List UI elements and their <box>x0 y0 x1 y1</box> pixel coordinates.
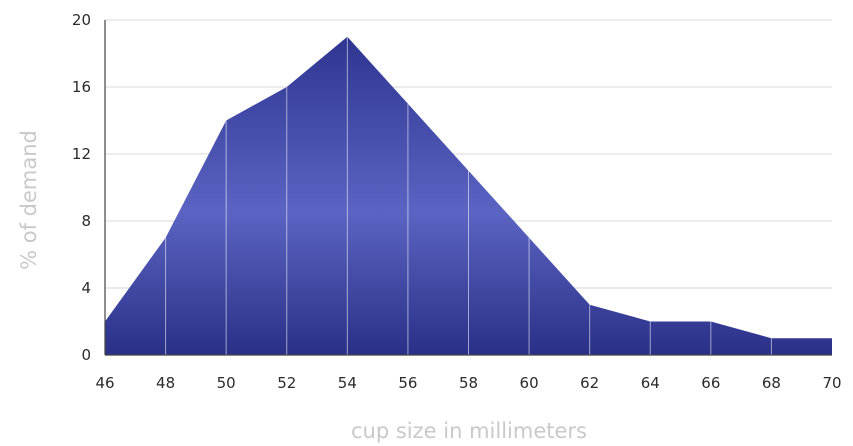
x-tick-label: 52 <box>277 374 296 392</box>
x-tick-label: 64 <box>641 374 660 392</box>
y-tick-label: 20 <box>72 11 91 29</box>
x-tick-label: 46 <box>95 374 114 392</box>
y-tick-label: 16 <box>72 78 91 96</box>
x-tick-label: 60 <box>520 374 539 392</box>
x-tick-label: 70 <box>822 374 841 392</box>
x-tick-label: 48 <box>156 374 175 392</box>
x-tick-labels: 46 48 50 52 54 56 58 60 62 64 66 68 70 <box>95 374 841 392</box>
y-axis-title: % of demand <box>17 130 41 270</box>
y-tick-label: 8 <box>81 212 91 230</box>
y-tick-label: 12 <box>72 145 91 163</box>
y-tick-label: 0 <box>81 346 91 364</box>
x-tick-label: 62 <box>580 374 599 392</box>
y-tick-label: 4 <box>81 279 91 297</box>
x-tick-label: 50 <box>217 374 236 392</box>
x-tick-label: 58 <box>459 374 478 392</box>
y-tick-labels: 0 4 8 12 16 20 <box>72 11 91 364</box>
axes <box>104 20 832 356</box>
x-tick-label: 68 <box>762 374 781 392</box>
vertical-gridlines <box>165 36 772 355</box>
x-tick-label: 56 <box>398 374 417 392</box>
x-axis-title: cup size in millimeters <box>351 419 587 443</box>
x-tick-label: 54 <box>338 374 357 392</box>
x-tick-label: 66 <box>701 374 720 392</box>
